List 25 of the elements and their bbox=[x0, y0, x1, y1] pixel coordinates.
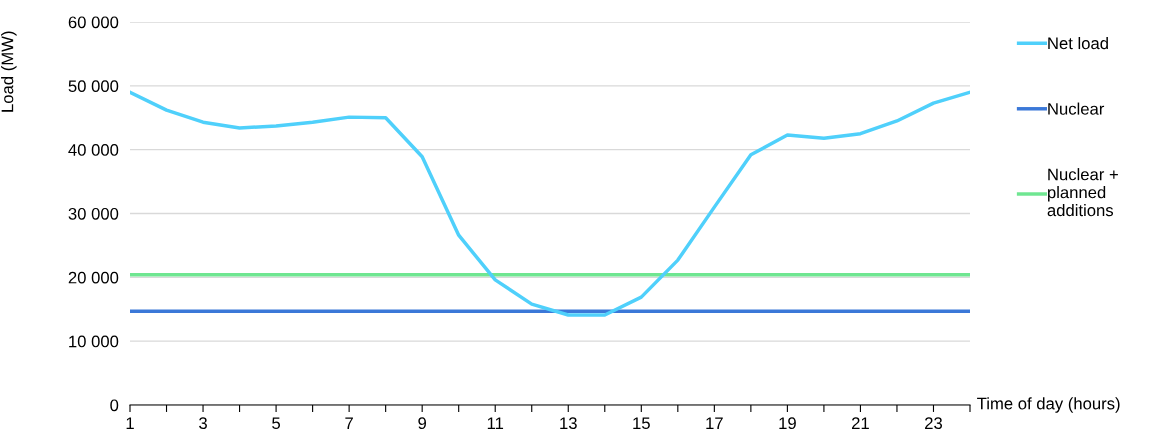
y-tick-label: 60 000 bbox=[68, 16, 119, 29]
x-tick-label: 3 bbox=[199, 417, 207, 430]
y-tick-label: 10 000 bbox=[69, 335, 119, 348]
x-tick-label: 19 bbox=[779, 417, 796, 430]
y-tick-label: 40 000 bbox=[68, 144, 119, 156]
x-tick-label: 15 bbox=[633, 417, 650, 430]
x-tick-label: 21 bbox=[852, 417, 869, 429]
x-tick-label: 5 bbox=[272, 417, 281, 430]
x-tick-label: 7 bbox=[345, 417, 353, 429]
y-tick-label: 0 bbox=[110, 399, 119, 412]
x-axis-title: Time of day (hours) bbox=[977, 397, 1120, 413]
y-tick-label: 50 000 bbox=[68, 80, 119, 93]
x-tick-label: 9 bbox=[418, 417, 427, 430]
y-tick-label: 20 000 bbox=[68, 271, 119, 284]
x-tick-label: 17 bbox=[706, 417, 723, 429]
x-tick-label: 11 bbox=[487, 417, 504, 429]
legend-label: Net load bbox=[1048, 37, 1108, 50]
x-tick-label: 23 bbox=[925, 417, 943, 430]
legend-label: Nuclear + planned additions bbox=[1047, 168, 1118, 217]
line-series bbox=[130, 90, 970, 317]
legend-label: Nuclear bbox=[1048, 102, 1105, 115]
x-tick-label: 1 bbox=[126, 417, 134, 429]
x-tick-label: 13 bbox=[560, 417, 577, 430]
y-axis-title: Load (MW) bbox=[1, 31, 17, 112]
y-tick-label: 30 000 bbox=[68, 207, 119, 220]
